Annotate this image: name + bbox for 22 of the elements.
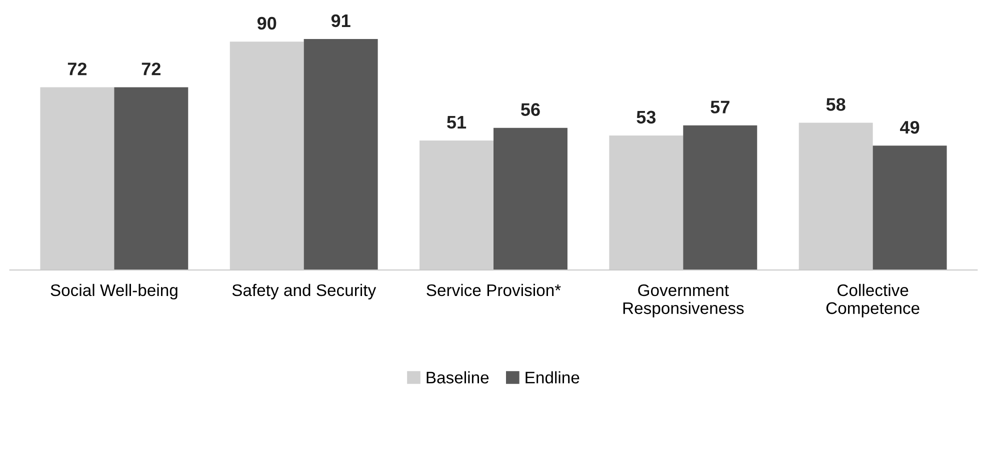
data-label: 90 bbox=[257, 16, 276, 30]
bar bbox=[683, 125, 758, 270]
data-label: 91 bbox=[331, 14, 350, 28]
data-label: 53 bbox=[636, 110, 656, 124]
x-tick-label: Collective Competence bbox=[826, 284, 920, 318]
data-label: 56 bbox=[521, 103, 540, 116]
data-label: 51 bbox=[447, 116, 466, 129]
legend-label: Baseline bbox=[426, 371, 489, 384]
data-label: 72 bbox=[142, 62, 160, 76]
x-tick-label: Government Responsiveness bbox=[623, 284, 744, 318]
data-label: 72 bbox=[68, 62, 87, 76]
bar bbox=[494, 128, 568, 270]
bar bbox=[304, 39, 378, 270]
x-tick-label: Safety and Security bbox=[232, 284, 376, 300]
x-tick-label: Service Provision* bbox=[426, 284, 561, 296]
bar bbox=[872, 146, 947, 270]
data-label: 49 bbox=[900, 120, 920, 134]
data-label: 57 bbox=[710, 100, 730, 114]
bar bbox=[114, 87, 188, 270]
legend-label: Endline bbox=[526, 371, 580, 384]
data-label: 58 bbox=[826, 98, 846, 111]
x-tick-label: Social Well-being bbox=[50, 284, 178, 300]
